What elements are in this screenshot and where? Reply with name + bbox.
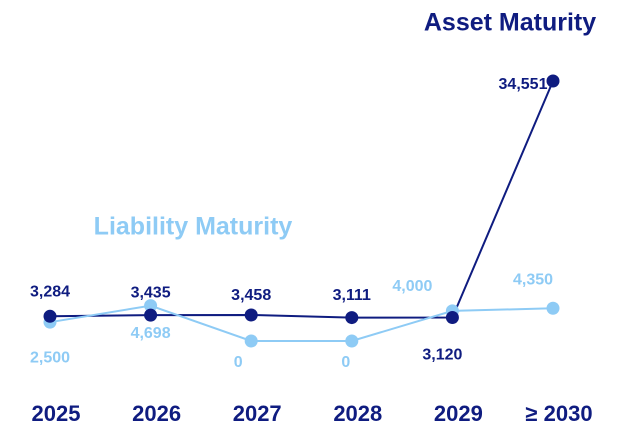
value-label: 2,500	[30, 349, 70, 366]
x-tick-label: ≥ 2030	[525, 401, 592, 426]
series-name: Asset Maturity	[424, 9, 596, 37]
point	[345, 334, 359, 348]
series-line	[49, 304, 554, 342]
point	[546, 74, 560, 88]
point	[144, 308, 158, 322]
x-tick-label: 2029	[434, 401, 483, 426]
x-tick-label: 2028	[333, 401, 382, 426]
value-label: 0	[234, 354, 243, 371]
point	[244, 308, 258, 322]
point	[244, 334, 258, 348]
point	[43, 309, 57, 323]
point	[445, 311, 459, 325]
point	[546, 301, 560, 315]
value-label: 4,698	[131, 325, 171, 342]
point	[144, 299, 158, 313]
point	[345, 311, 359, 325]
x-tick-label: 2026	[132, 401, 181, 426]
value-label: 3,120	[422, 347, 462, 364]
series-line	[49, 80, 554, 319]
x-tick-label: 2027	[233, 401, 282, 426]
value-label: 3,435	[131, 284, 171, 301]
value-label: 3,284	[30, 284, 70, 301]
value-label: 34,551	[499, 76, 548, 93]
value-label: 4,000	[392, 278, 432, 295]
value-label: 4,350	[513, 271, 553, 288]
value-label: 0	[341, 354, 350, 371]
series-name: Liability Maturity	[94, 213, 293, 241]
x-tick-label: 2025	[32, 401, 81, 426]
value-label: 3,111	[333, 287, 371, 304]
value-label: 3,458	[231, 287, 271, 304]
